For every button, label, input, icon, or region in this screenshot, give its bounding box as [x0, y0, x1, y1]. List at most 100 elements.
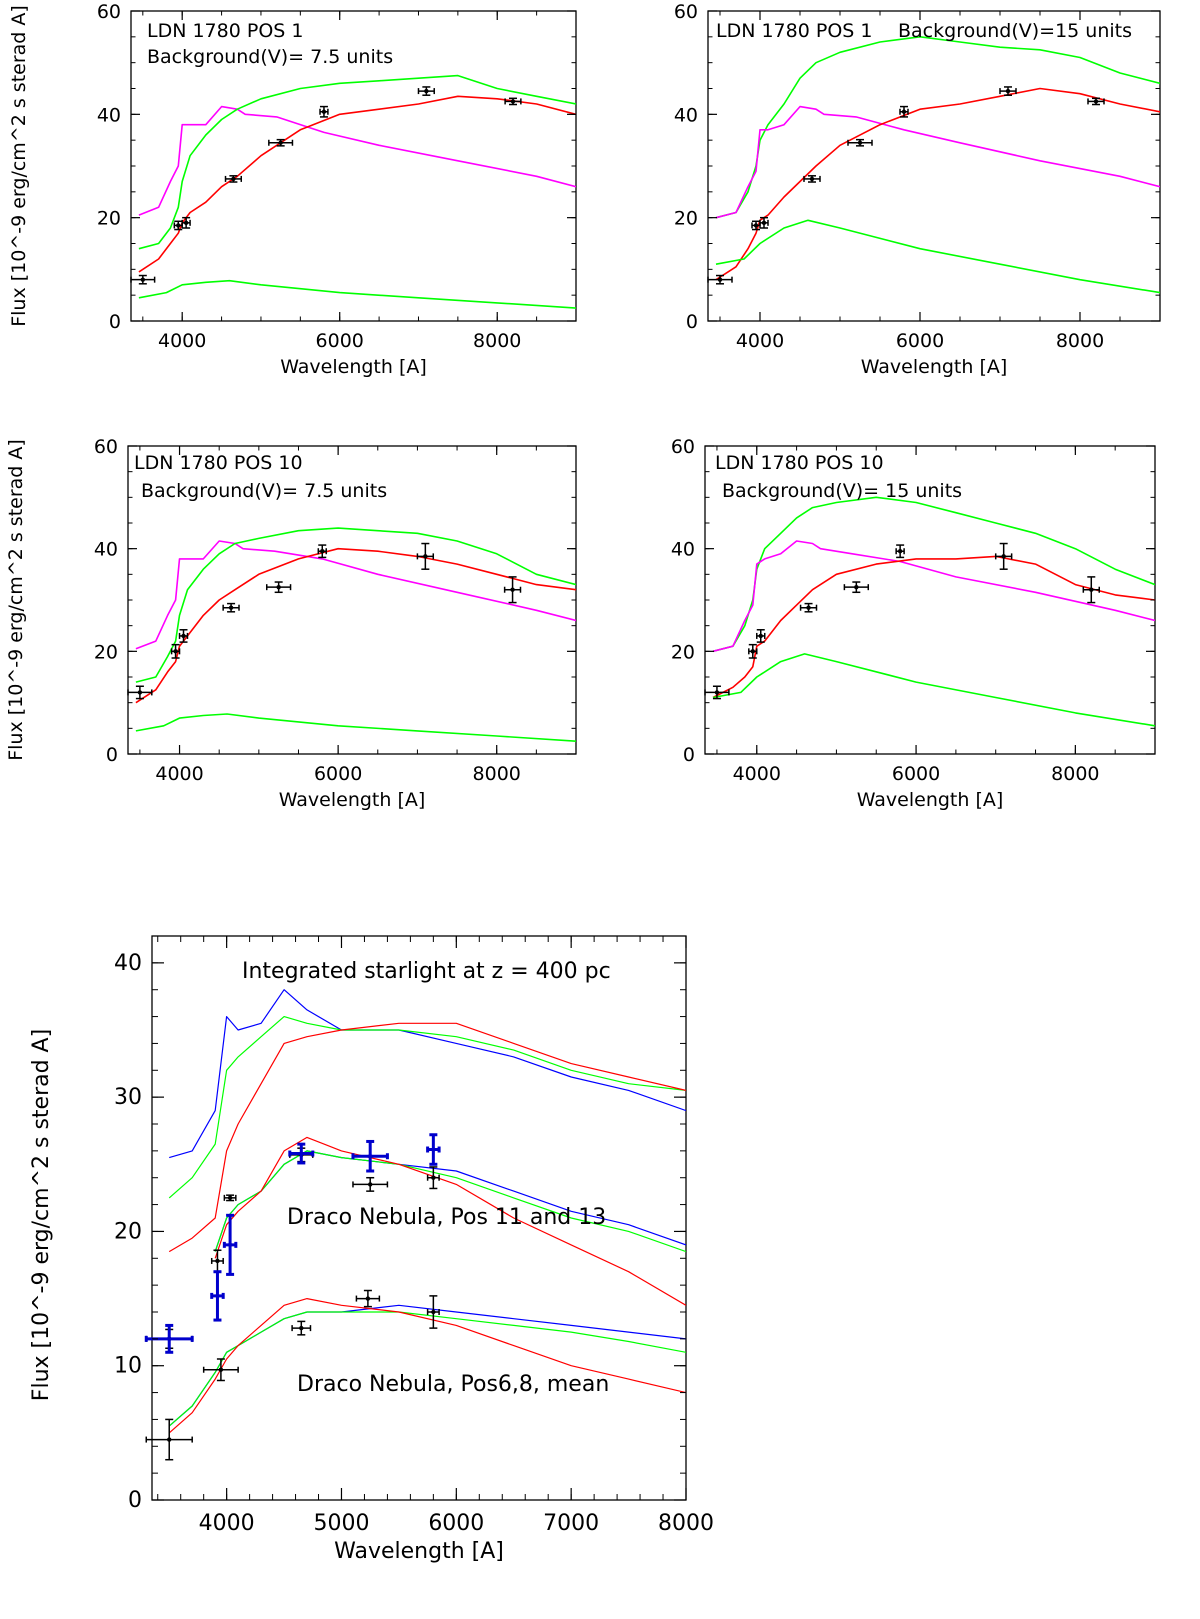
data-point	[352, 1176, 389, 1192]
data-point	[266, 581, 292, 594]
series-line-green-background	[135, 713, 576, 742]
x-axis-label: Wavelength [A]	[857, 789, 1004, 811]
x-axis-label: Wavelength [A]	[861, 356, 1008, 378]
series-line-green-total	[135, 527, 576, 683]
x-tick-label: 6000	[316, 330, 364, 352]
x-tick-label: 4000	[158, 330, 206, 352]
y-axis-label: Flux [10^-9 erg/cm^2 s sterad A]	[8, 5, 30, 327]
y-tick-label: 40	[114, 951, 142, 976]
series-line-green-background	[715, 219, 1160, 294]
data-point	[756, 629, 766, 643]
data-point	[222, 602, 240, 613]
data-point	[181, 216, 191, 229]
data-point-blue	[426, 1133, 441, 1166]
data-point	[899, 105, 909, 118]
data-point	[799, 602, 818, 613]
data-point	[317, 544, 327, 559]
data-point	[426, 1295, 440, 1329]
x-tick-label: 4000	[155, 763, 203, 785]
data-point	[224, 175, 243, 183]
data-point	[127, 685, 153, 700]
chart-panel-1: 4000 6000 8000 0 20 40 60 Wavelength [A] Flux [1…	[8, 1, 577, 378]
x-axis-label: Wavelength [A]	[334, 1539, 504, 1564]
y-tick-label: 20	[114, 1219, 142, 1244]
series-line-low-blue	[168, 1304, 686, 1427]
series-line-green-total	[712, 496, 1155, 653]
x-tick-label: 5000	[313, 1511, 369, 1536]
plot-frame	[151, 935, 687, 1501]
data-point	[759, 216, 769, 229]
panel-annotation: Background(V)= 15 units	[722, 480, 962, 502]
data-point	[504, 97, 522, 106]
panel-annotation: Background(V)= 7.5 units	[147, 46, 393, 68]
y-tick-label: 40	[671, 539, 695, 561]
data-point	[426, 1166, 440, 1190]
y-axis-label: Flux [10^-9 erg/cm^2 s sterad A]	[5, 439, 27, 761]
y-tick-label: 0	[686, 311, 698, 333]
data-point-blue	[222, 1213, 238, 1276]
y-tick-label: 60	[674, 1, 698, 23]
data-point	[707, 274, 733, 285]
series-line-top-red	[168, 1022, 686, 1253]
data-point	[170, 643, 181, 659]
data-point	[748, 643, 758, 659]
data-point	[1087, 97, 1105, 106]
x-tick-label: 8000	[473, 763, 521, 785]
data-point	[704, 685, 730, 700]
x-tick-label: 4000	[733, 763, 781, 785]
y-tick-label: 40	[97, 104, 121, 126]
data-point	[803, 175, 821, 183]
x-tick-label: 6000	[896, 330, 944, 352]
data-point-blue	[210, 1270, 225, 1322]
data-point	[1082, 576, 1100, 604]
data-point	[319, 105, 329, 118]
data-point-blue	[288, 1142, 315, 1165]
y-tick-label: 0	[106, 744, 118, 766]
x-tick-label: 8000	[658, 1511, 714, 1536]
series-line-green-background	[138, 279, 576, 309]
data-point	[173, 220, 183, 231]
y-tick-label: 20	[97, 208, 121, 230]
y-tick-label: 40	[94, 539, 118, 561]
series-line-mid-green	[214, 1150, 686, 1253]
series-line-mid-red	[214, 1136, 686, 1306]
panel-annotation: Draco Nebula, Pos 11 and 13	[287, 1205, 606, 1230]
data-point	[416, 542, 435, 570]
series-line-red	[135, 547, 576, 704]
series-line-green-background	[712, 653, 1155, 727]
x-tick-label: 8000	[1056, 330, 1104, 352]
data-point	[145, 1418, 193, 1461]
data-point	[999, 86, 1017, 96]
data-point	[130, 274, 156, 285]
series-line-magenta	[135, 540, 576, 650]
data-point	[202, 1358, 239, 1382]
x-tick-label: 6000	[892, 763, 940, 785]
y-tick-label: 40	[674, 104, 698, 126]
data-point	[178, 629, 189, 643]
series-line-top-green	[168, 1015, 686, 1199]
series-line-low-red	[168, 1297, 686, 1434]
panel-annotation: Integrated starlight at z = 400 pc	[242, 959, 611, 984]
y-tick-label: 60	[97, 1, 121, 23]
x-tick-label: 4000	[736, 330, 784, 352]
series-line-red	[715, 87, 1160, 281]
series-line-green-total	[715, 35, 1160, 219]
panel-annotation: Background(V)=15 units	[898, 20, 1132, 42]
data-point	[843, 581, 870, 594]
x-tick-label: 6000	[428, 1511, 484, 1536]
data-point	[223, 1194, 237, 1202]
y-tick-label: 60	[671, 436, 695, 458]
x-tick-label: 4000	[199, 1511, 255, 1536]
series-line-red	[712, 555, 1155, 699]
panel-annotation: Draco Nebula, Pos6,8, mean	[297, 1372, 609, 1397]
panel-annotation: LDN 1780 POS 1	[147, 20, 303, 42]
data-point	[417, 86, 435, 96]
chart-panel-2: 4000 6000 8000 0 20 40 60 Wavelength [A] LDN 178…	[674, 1, 1161, 378]
panel-annotation: LDN 1780 POS 10	[715, 452, 884, 474]
y-tick-label: 20	[94, 641, 118, 663]
data-point	[355, 1289, 381, 1308]
data-point	[210, 1249, 224, 1273]
y-tick-label: 20	[674, 208, 698, 230]
data-point	[847, 138, 873, 147]
